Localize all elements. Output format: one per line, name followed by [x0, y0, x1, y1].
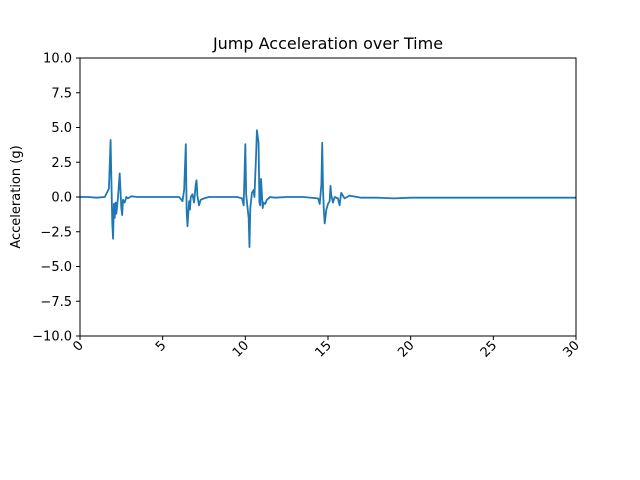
y-tick-label: 2.5 [51, 156, 72, 171]
y-tick-label: −5.0 [40, 260, 72, 275]
y-tick-label: −7.5 [40, 295, 72, 310]
x-tick-label: 10 [230, 338, 252, 360]
x-tick-label: 30 [561, 338, 583, 360]
y-tick-label: −2.5 [40, 225, 72, 240]
series-line-0 [80, 129, 576, 248]
x-tick-label: 20 [395, 338, 417, 360]
axes: −10.0 −7.5 −5.0 −2.5 0.0 2.5 5.0 7.5 10.0 0 5 10 15 2… [32, 52, 583, 361]
x-tick-label: 5 [153, 338, 169, 354]
plot-data-group [80, 129, 576, 248]
x-tick-label: 0 [70, 338, 86, 354]
x-tick-label: 15 [313, 338, 335, 360]
y-tick-label: 7.5 [51, 86, 72, 101]
y-tick-label: 5.0 [51, 121, 72, 136]
x-tick-label: 25 [478, 338, 500, 360]
y-tick-label: 0.0 [51, 191, 72, 206]
y-axis-label: Acceleration (g) [9, 145, 24, 248]
y-tick-label: 10.0 [43, 52, 72, 67]
chart-title: Jump Acceleration over Time [212, 34, 443, 53]
y-tick-label: −10.0 [32, 330, 72, 345]
